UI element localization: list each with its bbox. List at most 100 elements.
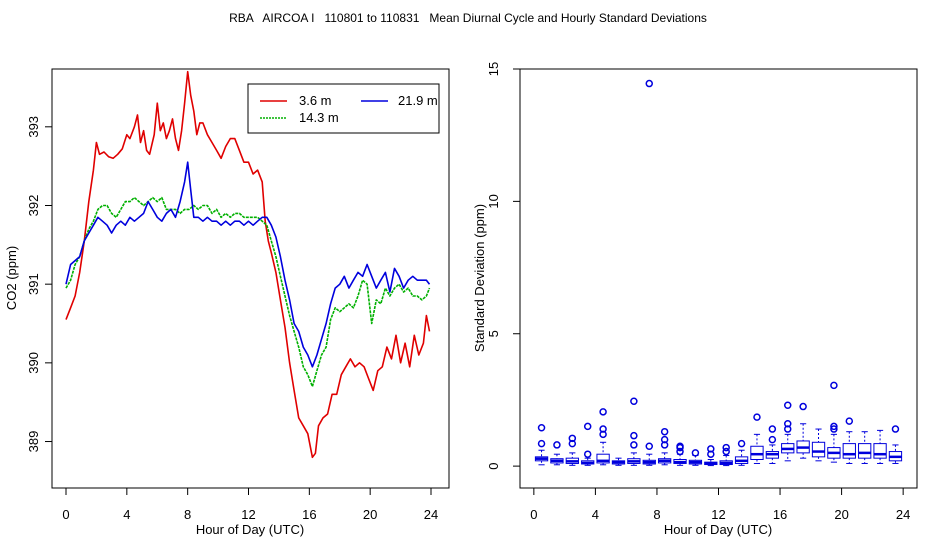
box-hour: [596, 408, 610, 466]
box-hour: [627, 397, 641, 466]
box-hour: [534, 423, 549, 466]
box-body: [858, 443, 872, 459]
box-outlier: [753, 413, 761, 421]
box-outlier: [676, 442, 684, 451]
box-outlier: [768, 425, 777, 433]
box-hour: [688, 449, 703, 466]
right-boxes-group: [534, 79, 903, 467]
legend-label-3-6m: 3.6 m: [299, 93, 332, 108]
box-body: [873, 443, 887, 459]
left-y-axis-label: CO2 (ppm): [4, 246, 19, 310]
right-x-tick-label: 16: [773, 507, 787, 522]
box-hour: [611, 457, 626, 466]
legend-label-21-9m: 21.9 m: [398, 93, 438, 108]
box-body: [750, 445, 764, 460]
right-y-tick-label: 15: [486, 62, 501, 76]
box-outlier: [537, 439, 546, 448]
box-outlier: [722, 447, 730, 456]
left-chart: 0 4 8 12 16 20 24 389 390 391 392 393 Hour of Day …: [4, 68, 450, 537]
box-hour: [811, 428, 826, 462]
right-x-tick-label: 8: [653, 507, 660, 522]
figure-title: RBA AIRCOA I 110801 to 110831 Mean Diurn…: [229, 11, 707, 25]
left-x-tick-label: 16: [302, 507, 316, 522]
series-line-14-3-m: [65, 196, 431, 388]
box-hour: [858, 431, 872, 464]
box-hour: [719, 443, 733, 467]
right-x-tick-label: 4: [592, 507, 599, 522]
box-hour: [642, 79, 656, 466]
box-outlier: [599, 425, 607, 433]
right-y-axis-label: Standard Deviation (ppm): [472, 204, 487, 352]
legend-box: [247, 83, 440, 134]
box-outlier: [583, 422, 592, 431]
right-y-tick-label: 0: [486, 462, 501, 469]
right-plot-frame: [519, 68, 918, 489]
box-outlier: [830, 422, 838, 431]
right-x-axis-label: Hour of Day (UTC): [664, 522, 772, 537]
box-hour: [842, 417, 856, 464]
right-x-tick-label: 0: [530, 507, 537, 522]
box-hour: [673, 442, 687, 466]
box-hour: [565, 434, 579, 466]
box-outlier: [660, 427, 669, 436]
box-outlier: [707, 445, 715, 453]
left-x-tick-label: 0: [62, 507, 69, 522]
left-y-tick-label: 390: [26, 352, 41, 374]
box-body: [811, 441, 826, 458]
box-outlier: [722, 443, 730, 452]
box-hour: [781, 401, 795, 462]
legend-label-14-3m: 14.3 m: [299, 110, 339, 125]
right-y-axis: 0 5 10 15: [486, 62, 520, 470]
box-outlier: [630, 397, 638, 406]
box-outlier: [799, 402, 807, 411]
box-outlier: [645, 442, 654, 451]
left-series-group: [65, 70, 431, 459]
box-hour: [750, 413, 764, 464]
box-hour: [765, 425, 780, 464]
left-x-tick-label: 12: [241, 507, 255, 522]
box-body: [596, 453, 610, 464]
left-y-tick-label: 393: [26, 116, 41, 138]
box-outlier: [660, 435, 669, 444]
box-outlier: [737, 439, 746, 448]
left-x-tick-label: 24: [424, 507, 438, 522]
box-outlier: [568, 434, 577, 443]
left-y-tick-label: 391: [26, 273, 41, 295]
box-hour: [657, 427, 672, 466]
box-hour: [581, 422, 595, 466]
box-outlier: [783, 401, 792, 409]
box-outlier: [537, 423, 546, 432]
left-x-tick-label: 20: [363, 507, 377, 522]
right-x-axis: 0 4 8 12 16 20 24: [530, 487, 910, 522]
box-outlier: [783, 420, 792, 428]
right-x-tick-label: 24: [896, 507, 910, 522]
box-outlier: [830, 425, 838, 433]
box-outlier: [891, 425, 900, 433]
box-outlier: [845, 417, 854, 425]
box-outlier: [768, 435, 777, 444]
box-hour: [796, 402, 810, 459]
box-hour: [734, 439, 749, 466]
box-outlier: [599, 408, 607, 416]
box-outlier: [630, 431, 638, 440]
right-x-tick-label: 12: [711, 507, 725, 522]
right-x-tick-label: 20: [834, 507, 848, 522]
left-x-tick-label: 4: [123, 507, 130, 522]
box-body: [842, 443, 856, 459]
box-outlier: [583, 450, 592, 458]
left-y-tick-label: 392: [26, 195, 41, 217]
left-y-tick-label: 389: [26, 431, 41, 453]
left-x-axis: 0 4 8 12 16 20 24: [62, 487, 438, 522]
right-y-tick-label: 10: [486, 194, 501, 208]
box-outlier: [645, 79, 654, 88]
box-outlier: [691, 449, 700, 457]
left-y-axis: 389 390 391 392 393: [26, 116, 52, 452]
series-line-21-9-m: [65, 161, 431, 368]
series-line-3-6-m: [65, 70, 431, 459]
box-hour: [827, 381, 841, 463]
box-outlier: [630, 441, 638, 449]
left-x-axis-label: Hour of Day (UTC): [196, 522, 304, 537]
right-chart: 0 4 8 12 16 20 24 0 5 10 15 Hour of Day (UTC) Sta…: [472, 62, 918, 537]
left-x-tick-label: 8: [184, 507, 191, 522]
